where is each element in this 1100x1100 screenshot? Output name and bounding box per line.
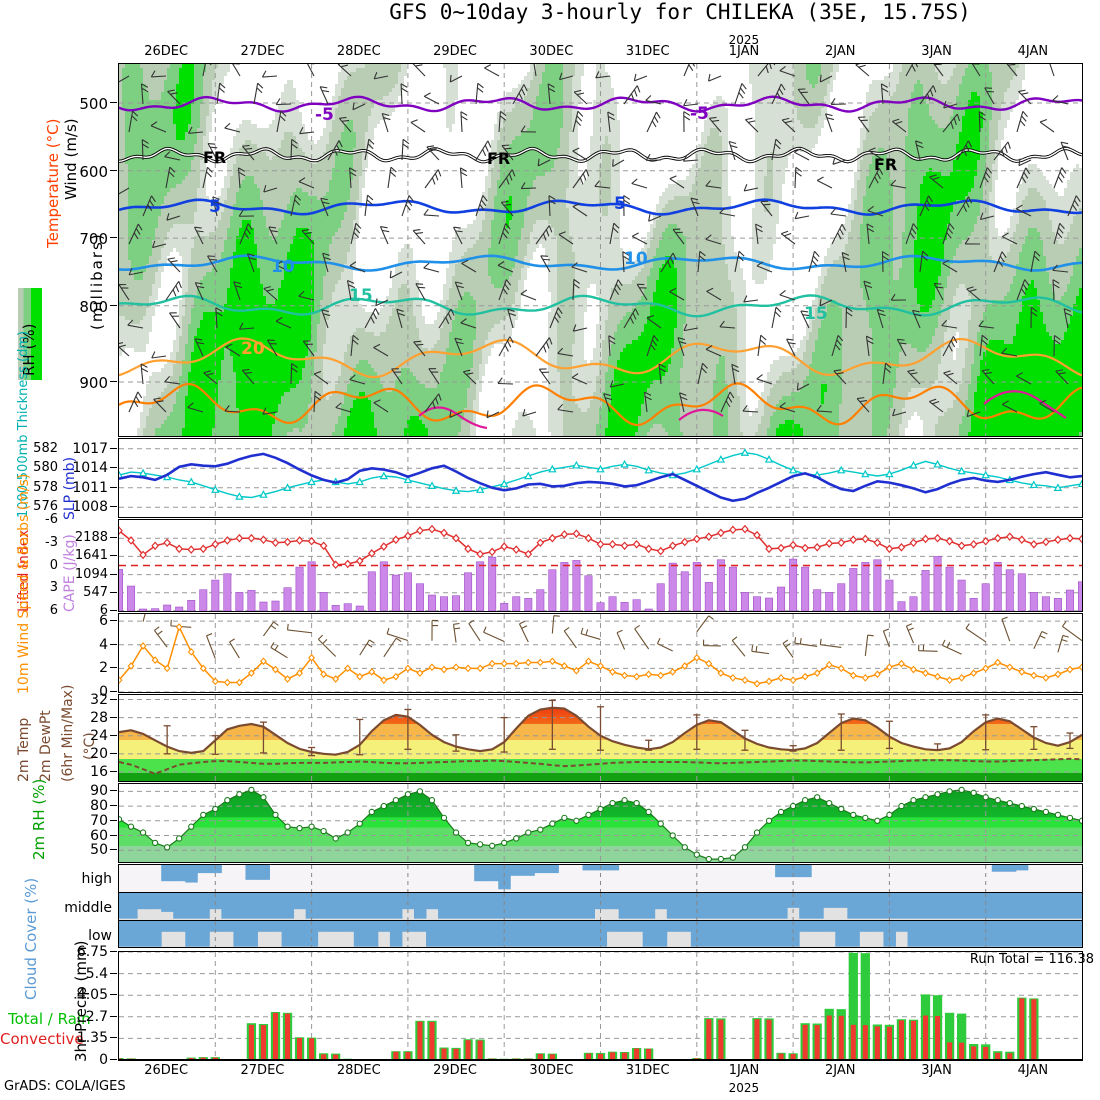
cloud-cover-label: Cloud Cover (%) [22, 878, 40, 1000]
axis-tick: 2188 [64, 530, 108, 545]
panel-slp-thickness[interactable] [118, 438, 1083, 518]
axis-tick: 900 [64, 374, 108, 392]
axis-tick: 700 [64, 230, 108, 248]
axis-tick: 50 [64, 842, 108, 858]
axis-tick: 1094 [64, 567, 108, 582]
date-label-29dec: 29DEC [419, 44, 491, 59]
date-label-4jan: 4JAN [997, 1063, 1069, 1078]
axis-tick: 90 [64, 783, 108, 799]
rh-2m-label: 2m RH (%) [30, 779, 48, 860]
axis-tick: 4 [64, 637, 108, 653]
axis-tick: 6 [14, 603, 58, 618]
date-label-30dec: 30DEC [515, 1063, 587, 1078]
page-title: GFS 0~10day 3-hourly for CHILEKA (35E, 1… [0, 0, 1100, 24]
panel-rh-2m[interactable] [118, 783, 1083, 863]
axis-tick: 6 [64, 613, 108, 629]
date-label-30dec: 30DEC [515, 44, 587, 59]
axis-tick: 60 [64, 828, 108, 844]
axis-tick: 582 [14, 441, 58, 456]
date-label-4jan: 4JAN [997, 44, 1069, 59]
bottom-year-label: 2025 [714, 1081, 774, 1095]
axis-tick: 6 [64, 603, 108, 618]
axis-tick: 5.4 [64, 966, 108, 982]
cloud-low-label: low [52, 928, 112, 944]
date-label-31dec: 31DEC [612, 44, 684, 59]
date-label-27dec: 27DEC [226, 44, 298, 59]
axis-tick: 1014 [64, 460, 108, 476]
axis-tick: 576 [14, 499, 58, 514]
date-label-31dec: 31DEC [612, 1063, 684, 1078]
upper-wind-label: Wind (m/s) [62, 118, 80, 200]
axis-tick: 800 [64, 298, 108, 316]
panel-cape-lifted-index[interactable] [118, 519, 1083, 612]
axis-tick: 1641 [64, 548, 108, 563]
panel-cloud-middle[interactable] [118, 892, 1083, 920]
page-title-text: GFS 0~10day 3-hourly for CHILEKA (35E, 1… [129, 0, 971, 24]
axis-tick: 20 [64, 746, 108, 762]
axis-tick: 0 [14, 558, 58, 573]
axis-tick: 600 [64, 163, 108, 181]
axis-tick: 1.35 [64, 1030, 108, 1046]
date-label-2jan: 2JAN [804, 1063, 876, 1078]
axis-tick: 28 [64, 710, 108, 726]
axis-tick: 2 [64, 660, 108, 676]
panel-precip[interactable] [118, 951, 1083, 1061]
axis-tick: -6 [14, 512, 58, 527]
axis-tick: 1011 [64, 480, 108, 496]
date-label-28dec: 28DEC [323, 44, 395, 59]
axis-tick: 580 [14, 460, 58, 475]
axis-tick: 16 [64, 764, 108, 780]
date-label-27dec: 27DEC [226, 1063, 298, 1078]
temp-2m-label-b: 2m DewPt [38, 710, 54, 782]
precip-convective-label: Convective [0, 1030, 84, 1048]
date-label-29dec: 29DEC [419, 1063, 491, 1078]
date-label-1jan: 1JAN [708, 44, 780, 59]
axis-tick: 578 [14, 480, 58, 495]
panel-temp-2m[interactable] [118, 694, 1083, 782]
date-label-1jan: 1JAN [708, 1063, 780, 1078]
date-label-26dec: 26DEC [130, 1063, 202, 1078]
top-year-label: 2025 [714, 33, 774, 47]
cloud-middle-label: middle [40, 900, 112, 916]
axis-tick: 0 [64, 684, 108, 700]
axis-tick: 24 [64, 728, 108, 744]
axis-tick: 1008 [64, 499, 108, 515]
axis-tick: 4.05 [64, 987, 108, 1003]
panel-cloud-high[interactable] [118, 864, 1083, 892]
axis-tick: 70 [64, 813, 108, 829]
panel-upper-air[interactable]: -5 -5 FR FR FR 5 5 10 10 15 15 20 [118, 63, 1083, 437]
run-total-text: Run Total = 116.38 [970, 952, 1094, 967]
precip-total-label: Total / Rain [8, 1010, 91, 1028]
axis-tick: 80 [64, 798, 108, 814]
date-label-26dec: 26DEC [130, 44, 202, 59]
panel-cloud-low[interactable] [118, 920, 1083, 948]
date-label-28dec: 28DEC [323, 1063, 395, 1078]
date-label-2jan: 2JAN [804, 44, 876, 59]
temp-2m-label-a: 2m Temp [16, 718, 32, 782]
axis-tick: 3 [14, 580, 58, 595]
axis-tick: 500 [64, 95, 108, 113]
axis-tick: -3 [14, 535, 58, 550]
upper-rh-label: RH (%) [18, 288, 42, 380]
axis-tick: 32 [64, 692, 108, 708]
date-label-3jan: 3JAN [901, 1063, 973, 1078]
cloud-high-label: high [52, 871, 112, 887]
credit-text: GrADS: COLA/IGES [4, 1079, 126, 1094]
date-label-3jan: 3JAN [901, 44, 973, 59]
panel-wind-10m[interactable] [118, 613, 1083, 693]
axis-tick: 6.75 [64, 944, 108, 960]
axis-tick: 547 [64, 585, 108, 600]
upper-temperature-label: Temperature (°C) [44, 119, 62, 248]
axis-tick: 1017 [64, 441, 108, 457]
axis-tick: 2.7 [64, 1009, 108, 1025]
axis-tick: 0 [64, 1052, 108, 1068]
